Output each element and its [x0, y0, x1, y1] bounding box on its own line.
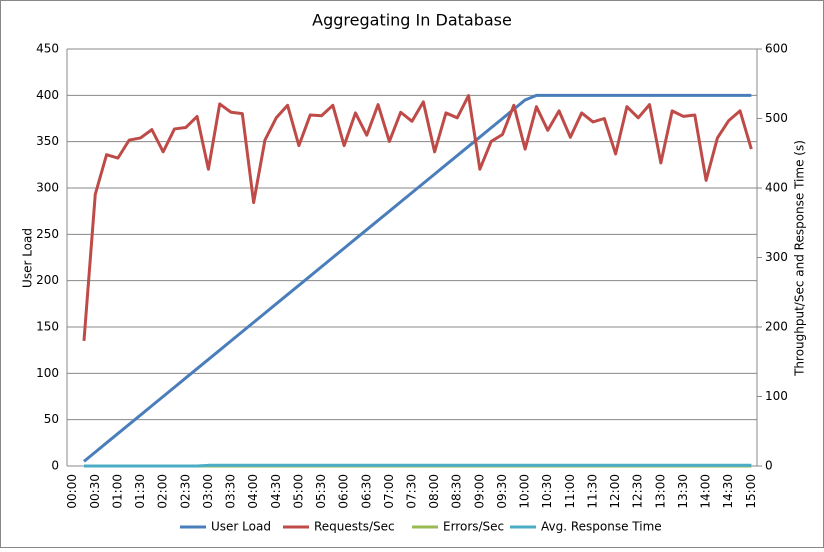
x-tick-label: 14:30 [721, 474, 735, 509]
x-tick-label: 12:00 [608, 474, 622, 509]
y-tick-label: 100 [36, 366, 59, 380]
series-line [83, 463, 752, 468]
y2-tick-label: 200 [765, 320, 788, 334]
y-tick-label: 350 [36, 134, 59, 148]
x-tick-label: 15:00 [744, 474, 758, 509]
x-tick-label: 04:00 [246, 474, 260, 509]
y2-tick-label: 100 [765, 389, 788, 403]
y2-tick-label: 300 [765, 250, 788, 264]
x-tick-label: 13:00 [653, 474, 667, 509]
series-line [83, 93, 752, 463]
x-tick-label: 03:30 [224, 474, 238, 509]
x-tick-label: 06:30 [359, 474, 373, 509]
y2-tick-label: 600 [765, 42, 788, 56]
x-tick-label: 04:30 [269, 474, 283, 509]
x-tick-label: 10:30 [540, 474, 554, 509]
x-tick-label: 00:00 [65, 474, 79, 509]
x-tick-label: 08:30 [450, 474, 464, 509]
x-tick-label: 02:00 [156, 474, 170, 509]
legend-label: Avg. Response Time [541, 520, 662, 534]
y-tick-label: 200 [36, 273, 59, 287]
y-tick-label: 150 [36, 320, 59, 334]
y-tick-label: 450 [36, 42, 59, 56]
x-tick-label: 05:30 [314, 474, 328, 509]
x-tick-label: 13:30 [676, 474, 690, 509]
x-tick-label: 11:30 [585, 474, 599, 509]
legend-label: Requests/Sec [314, 520, 395, 534]
y2-tick-label: 0 [765, 459, 773, 473]
x-tick-label: 08:00 [427, 474, 441, 509]
y-tick-label: 0 [51, 459, 59, 473]
y2-axis-title: Throughput/Sec and Response Time (s) [793, 140, 807, 377]
y-tick-label: 400 [36, 88, 59, 102]
legend-label: User Load [211, 520, 271, 534]
x-tick-label: 09:00 [472, 474, 486, 509]
x-tick-label: 09:30 [495, 474, 509, 509]
x-tick-label: 10:00 [518, 474, 532, 509]
series-line [82, 94, 753, 342]
x-tick-label: 00:30 [88, 474, 102, 509]
chart-title: Aggregating In Database [312, 11, 512, 30]
legend-label: Errors/Sec [443, 520, 504, 534]
x-tick-label: 02:30 [178, 474, 192, 509]
x-tick-label: 01:00 [110, 474, 124, 509]
x-tick-label: 01:30 [133, 474, 147, 509]
x-tick-label: 11:00 [563, 474, 577, 509]
x-tick-label: 14:00 [699, 474, 713, 509]
y2-tick-label: 400 [765, 181, 788, 195]
x-tick-label: 12:30 [631, 474, 645, 509]
x-tick-label: 05:00 [291, 474, 305, 509]
y-tick-label: 250 [36, 227, 59, 241]
x-tick-label: 07:00 [382, 474, 396, 509]
y2-tick-label: 500 [765, 111, 788, 125]
x-tick-label: 07:30 [405, 474, 419, 509]
y-tick-label: 50 [44, 412, 59, 426]
y-tick-label: 300 [36, 181, 59, 195]
x-tick-label: 06:00 [337, 474, 351, 509]
x-tick-label: 03:00 [201, 474, 215, 509]
y-axis-title: User Load [21, 228, 35, 288]
